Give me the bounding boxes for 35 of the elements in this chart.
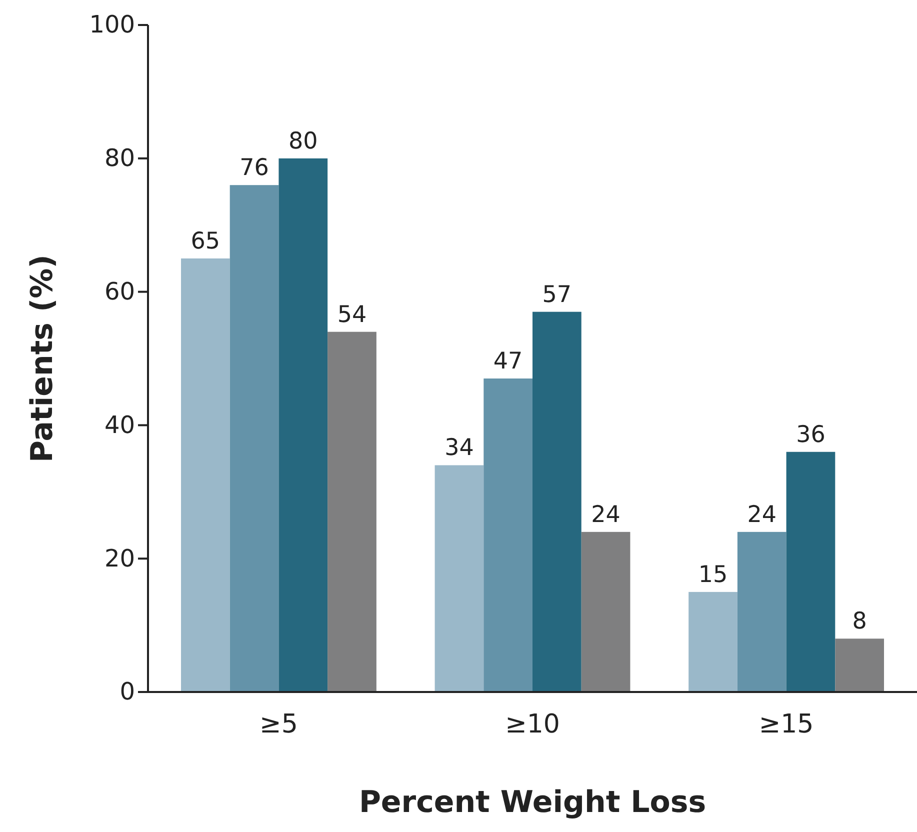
bar [230, 185, 279, 692]
data-label: 65 [190, 228, 220, 254]
bar [737, 532, 786, 692]
data-label: 57 [542, 282, 572, 308]
x-tick-label: ≥15 [758, 709, 814, 740]
y-axis-title: Patients (%) [25, 254, 60, 462]
data-label: 36 [796, 422, 826, 448]
y-tick-label: 40 [104, 410, 135, 439]
data-label: 24 [591, 502, 620, 528]
bar [328, 332, 376, 692]
data-label: 8 [852, 608, 867, 635]
data-label: 54 [337, 302, 367, 328]
y-tick-label: 80 [104, 144, 135, 172]
bar [180, 258, 230, 692]
bar [434, 465, 484, 692]
y-tick-label: 100 [89, 10, 135, 39]
data-label: 80 [288, 128, 318, 154]
bar [581, 532, 630, 692]
bar [688, 592, 738, 692]
x-axis-title: Percent Weight Loss [358, 785, 706, 820]
y-tick-label: 60 [104, 277, 135, 306]
data-label: 47 [493, 348, 523, 375]
bar [278, 158, 328, 692]
x-tick-label: ≥5 [260, 709, 298, 740]
data-label: 76 [240, 155, 269, 182]
bar [786, 452, 836, 692]
data-label: 24 [747, 502, 777, 528]
bar [835, 638, 884, 692]
y-tick-label: 20 [104, 544, 135, 572]
data-label: 34 [444, 435, 474, 462]
y-tick-label: 0 [120, 678, 135, 706]
x-tick-label: ≥10 [505, 709, 560, 740]
bar [532, 312, 582, 692]
bar [484, 378, 532, 692]
data-label: 15 [698, 562, 728, 588]
